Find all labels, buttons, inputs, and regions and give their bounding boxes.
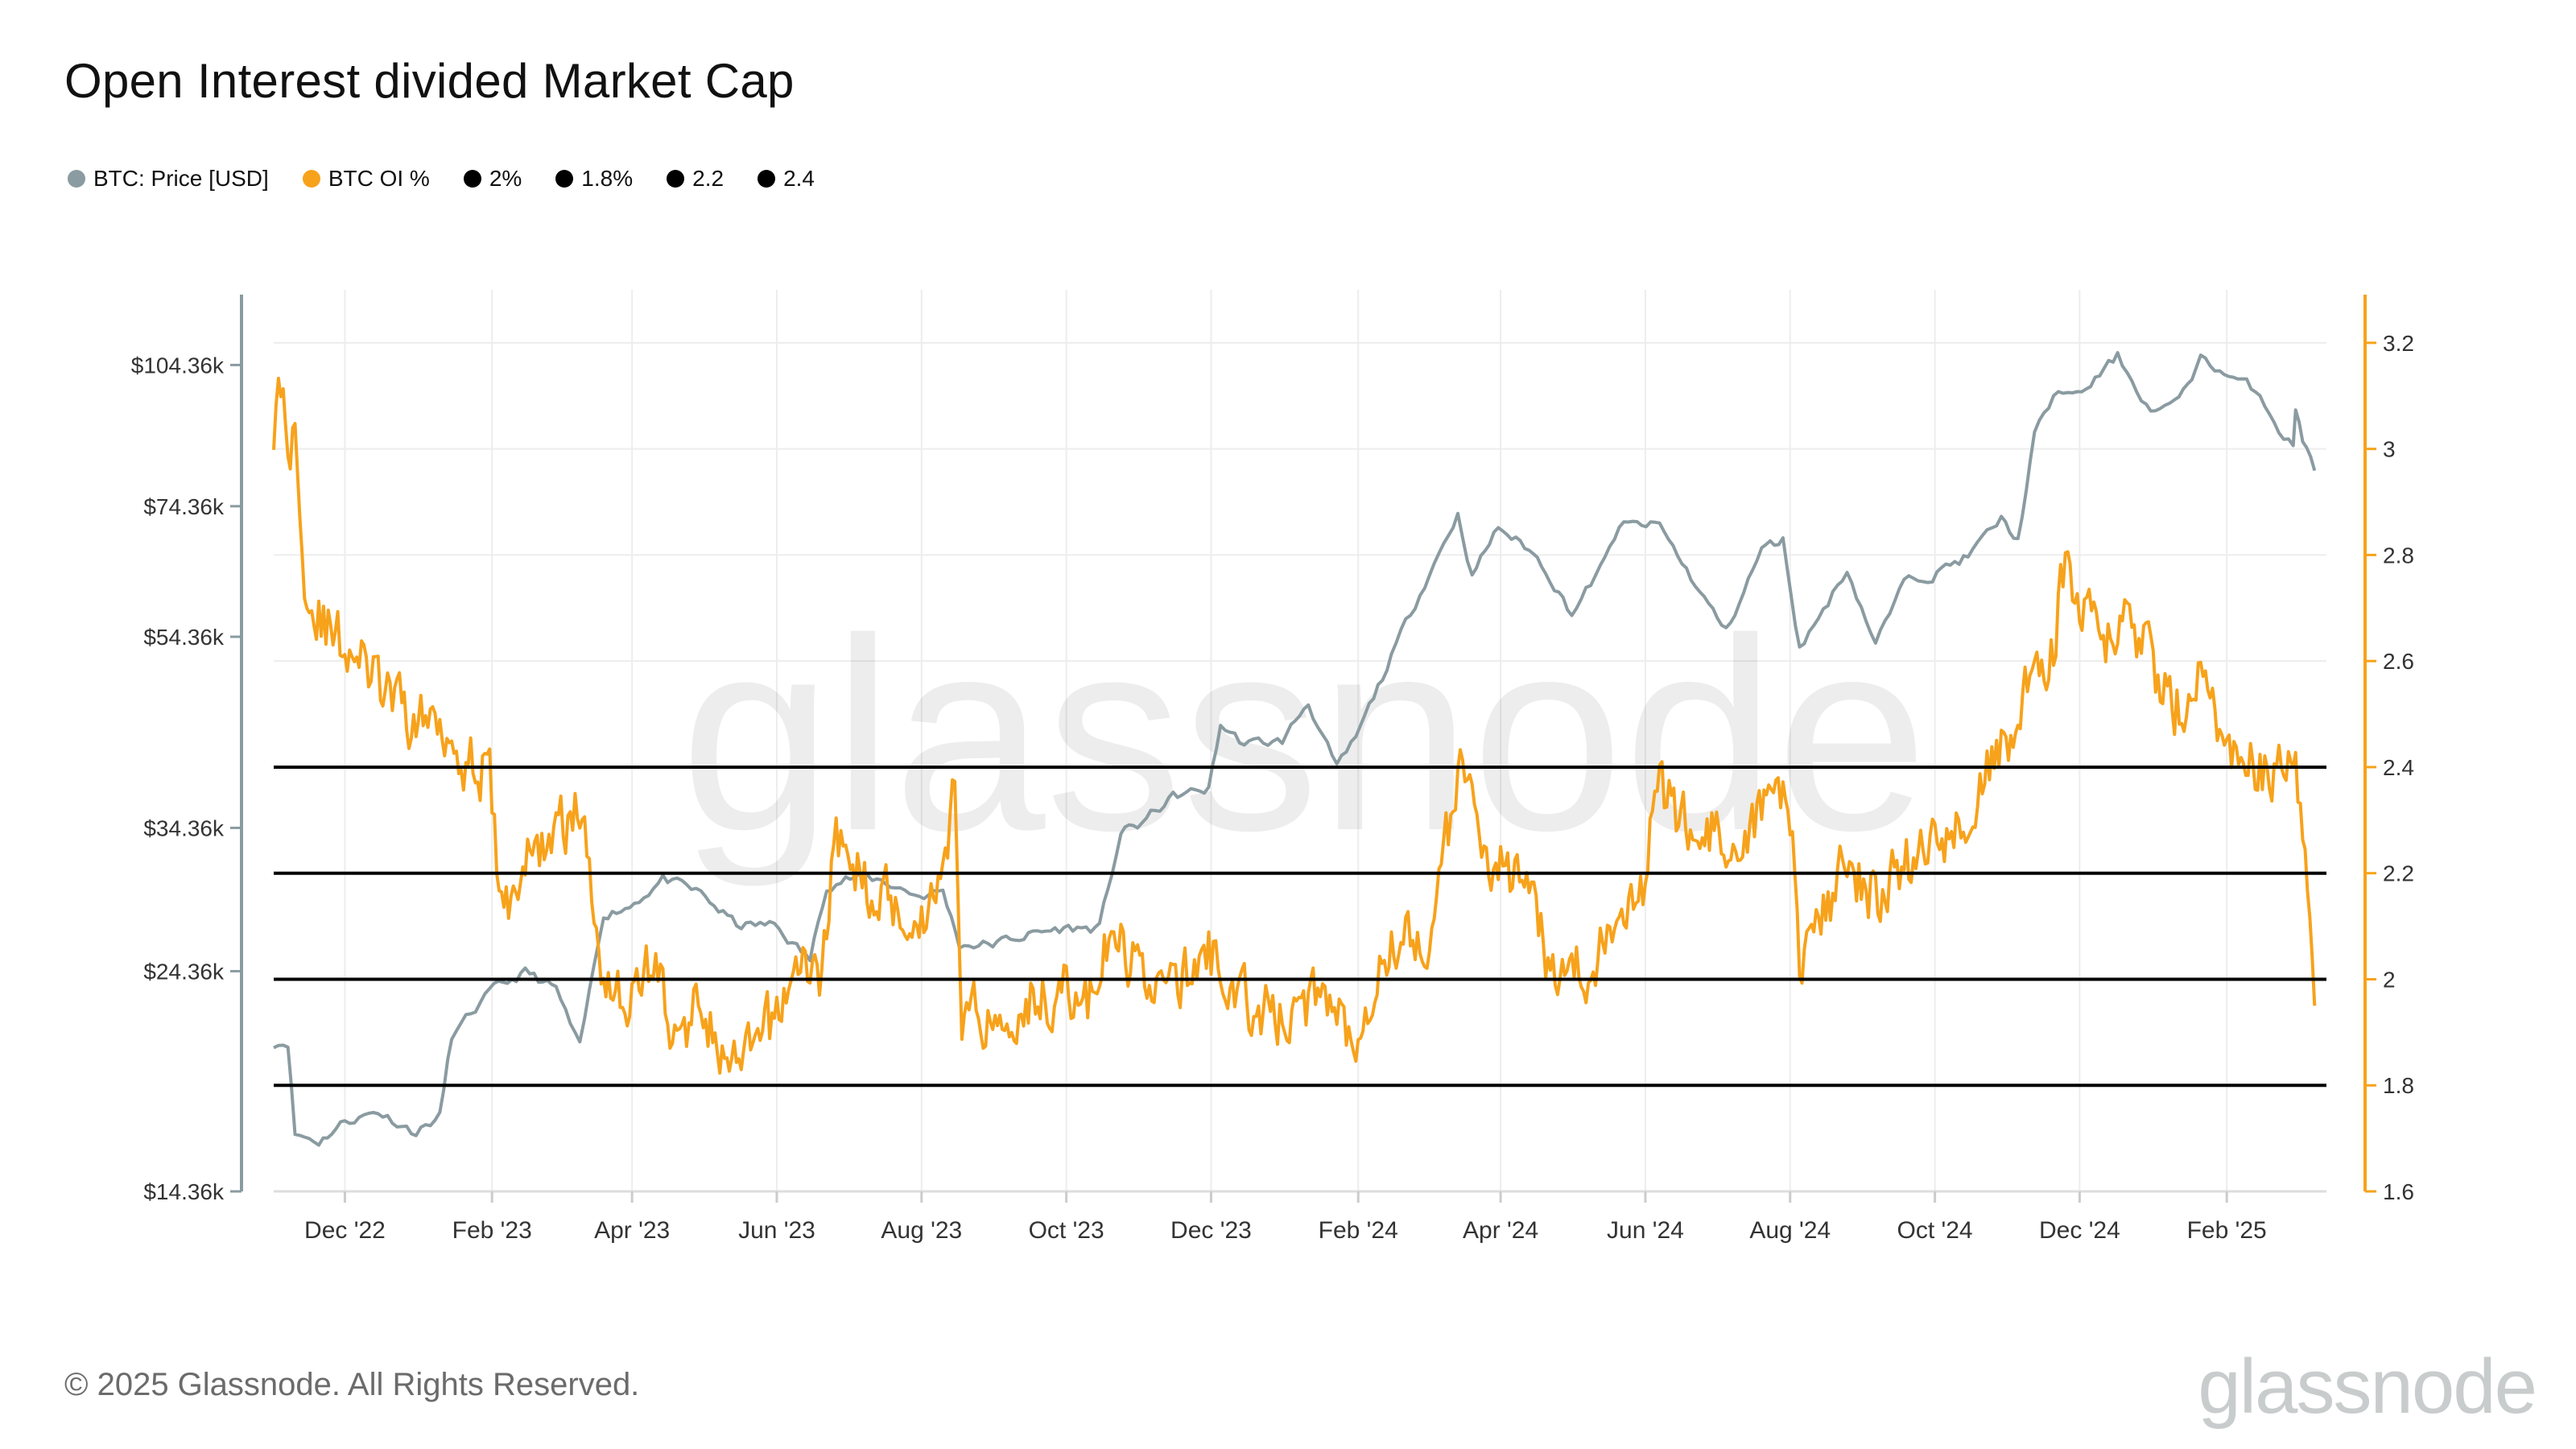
legend-item-btc-oi[interactable]: BTC OI % (302, 166, 430, 192)
glassnode-logo: glassnode (2198, 1344, 2537, 1430)
left-axis-label: $74.36k (143, 494, 225, 519)
left-axis-label: $104.36k (131, 353, 225, 378)
reference-lines (274, 765, 2326, 1088)
x-axis-label: Aug '24 (1749, 1217, 1831, 1244)
axes: $14.36k $24.36k $34.36k $54.36k $74.36k $104.… (131, 295, 2414, 1244)
right-axis-label: 1.6 (2383, 1179, 2414, 1204)
right-axis-label: 2.8 (2383, 543, 2414, 568)
right-axis-label: 2.4 (2383, 755, 2414, 780)
legend-item-2-2[interactable]: 2.2 (667, 166, 724, 192)
copyright-footer: © 2025 Glassnode. All Rights Reserved. (64, 1367, 640, 1402)
legend-dot-icon (68, 170, 85, 188)
x-axis-label: Jun '23 (738, 1217, 815, 1244)
chart-title: Open Interest divided Market Cap (64, 54, 795, 108)
left-axis-label: $24.36k (143, 959, 225, 984)
right-axis-label: 2 (2383, 967, 2396, 992)
legend-label: BTC: Price [USD] (93, 166, 269, 191)
x-axis-label: Feb '23 (452, 1217, 532, 1244)
legend-item-2-4[interactable]: 2.4 (758, 166, 815, 192)
x-axis-label: Feb '25 (2187, 1217, 2267, 1244)
legend-label: 1.8% (581, 166, 634, 191)
x-axis-label: Dec '24 (2039, 1217, 2120, 1244)
x-axis-label: Apr '24 (1463, 1217, 1538, 1244)
legend-label: 2.4 (783, 166, 815, 191)
left-axis-label: $14.36k (143, 1179, 225, 1204)
legend-item-2pct[interactable]: 2% (463, 166, 522, 192)
left-axis-label: $54.36k (143, 625, 225, 650)
x-axis-label: Feb '24 (1319, 1217, 1398, 1244)
legend-item-1-8pct[interactable]: 1.8% (555, 166, 633, 192)
left-axis-label: $34.36k (143, 815, 225, 840)
legend-label: 2.2 (692, 166, 724, 191)
legend-dot-icon (463, 170, 481, 188)
x-axis-label: Oct '23 (1029, 1217, 1104, 1244)
right-axis-label: 3.2 (2383, 331, 2414, 356)
x-axis-label: Apr '23 (594, 1217, 670, 1244)
btc-price-line[interactable] (273, 351, 2317, 1147)
right-axis-label: 3 (2383, 437, 2396, 462)
right-axis-label: 2.6 (2383, 649, 2414, 674)
legend: BTC: Price [USD] BTC OI % 2% 1.8% 2.2 2.… (68, 166, 848, 192)
x-axis-label: Jun '24 (1607, 1217, 1684, 1244)
x-axis-label: Aug '23 (881, 1217, 962, 1244)
watermark: glassnode (680, 582, 1928, 889)
right-axis-label: 1.8 (2383, 1073, 2414, 1098)
legend-dot-icon (302, 170, 320, 188)
right-axis-label: 2.2 (2383, 861, 2414, 886)
legend-dot-icon (555, 170, 574, 188)
x-axis-label: Dec '23 (1170, 1217, 1252, 1244)
x-axis-label: Dec '22 (304, 1217, 386, 1244)
legend-label: 2% (489, 166, 522, 191)
x-axis-label: Oct '24 (1897, 1217, 1973, 1244)
legend-item-btc-price[interactable]: BTC: Price [USD] (68, 166, 269, 192)
series-layer (272, 351, 2317, 1147)
legend-label: BTC OI % (328, 166, 430, 191)
btc-oi-line[interactable] (272, 377, 2317, 1075)
legend-dot-icon (758, 170, 776, 188)
legend-dot-icon (667, 170, 685, 188)
